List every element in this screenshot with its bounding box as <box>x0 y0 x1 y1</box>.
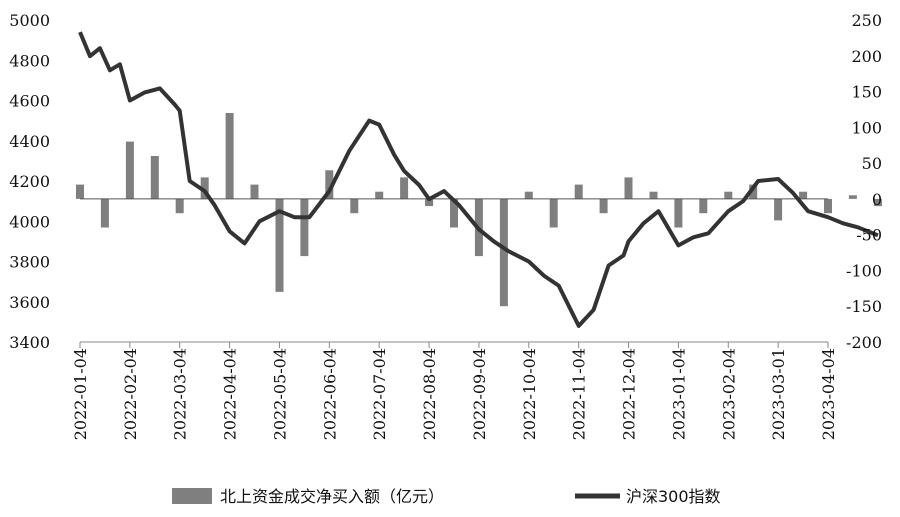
legend: 北上资金成交净买入额（亿元） 沪深300指数 <box>172 487 721 506</box>
bar <box>225 113 234 199</box>
bar <box>425 198 434 207</box>
bar <box>150 156 159 199</box>
axes-layer: 5000 4800 4600 4400 4200 4000 3800 3600 3400 250 2… <box>9 11 882 440</box>
y-right-tick-label: 100 <box>851 118 882 137</box>
legend-line-label: 沪深300指数 <box>626 487 721 506</box>
bar <box>599 198 608 214</box>
bar <box>76 184 84 199</box>
bar <box>325 170 334 199</box>
x-tick-label: 2022-08-04 <box>420 348 439 440</box>
y-left-tick-label: 3800 <box>9 253 50 272</box>
y-right-tick-label: 150 <box>851 83 882 102</box>
bar <box>450 198 458 228</box>
bar <box>499 198 508 307</box>
legend-bar-swatch <box>172 488 212 504</box>
y-left-tick-label: 4200 <box>9 172 50 191</box>
bar <box>250 184 259 199</box>
y-right-tick-label: -50 <box>856 226 882 245</box>
bar <box>724 191 733 199</box>
x-tick-label: 2022-04-04 <box>221 348 240 440</box>
x-tick-label: 2022-05-04 <box>271 348 290 440</box>
y-right-tick-label: 200 <box>851 47 882 66</box>
bar <box>848 195 857 199</box>
x-tick-label: 2022-12-04 <box>620 348 639 440</box>
bar <box>125 141 134 199</box>
x-tick-label: 2023-04-04 <box>819 348 838 440</box>
x-tick-label: 2022-03-04 <box>171 348 190 440</box>
bar <box>375 191 384 199</box>
bar <box>350 198 359 214</box>
y-right-tick-label: -150 <box>846 297 882 316</box>
bars-layer <box>76 113 882 307</box>
x-tick-label: 2023-02-04 <box>719 348 738 440</box>
bar <box>749 184 758 199</box>
x-tick-label: 2022-02-04 <box>121 348 140 440</box>
bar <box>674 198 683 228</box>
x-tick-label: 2022-01-04 <box>71 348 90 440</box>
bar <box>574 184 583 199</box>
y-left-tick-label: 3400 <box>9 333 50 352</box>
bar <box>649 191 658 199</box>
bar <box>300 198 309 257</box>
y-left-tick-label: 3600 <box>9 293 50 312</box>
y-right-tick-label: 0 <box>872 190 882 209</box>
legend-bar-label: 北上资金成交净买入额（亿元） <box>220 487 444 506</box>
x-tick-label: 2022-09-04 <box>470 348 489 440</box>
bar <box>200 177 209 199</box>
bar <box>100 198 109 228</box>
y-right-tick-label: 50 <box>862 154 882 173</box>
y-right-tick-label: -100 <box>846 261 882 280</box>
bar <box>624 177 633 199</box>
bar <box>175 198 184 214</box>
series-line <box>78 31 879 328</box>
x-tick-label: 2022-07-04 <box>370 348 389 440</box>
y-left-tick-label: 4000 <box>9 212 50 231</box>
y-left-tick-label: 4800 <box>9 51 50 70</box>
y-right-tick-label: 250 <box>851 11 882 30</box>
y-right-tick-label: -200 <box>846 333 882 352</box>
x-tick-label: 2022-10-04 <box>520 348 539 440</box>
bar <box>774 198 783 221</box>
x-tick-label: 2022-06-04 <box>320 348 339 440</box>
x-tick-label: 2022-11-04 <box>570 348 589 440</box>
bar <box>275 198 284 292</box>
bar <box>699 198 708 214</box>
y-left-tick-label: 5000 <box>9 11 50 30</box>
x-tick-label: 2023-01-04 <box>669 348 688 440</box>
bar <box>799 191 808 199</box>
bar <box>824 198 832 214</box>
x-tick-label: 2023-03-01 <box>769 348 788 440</box>
bar <box>400 177 409 199</box>
bar <box>524 191 533 199</box>
bar <box>873 198 882 207</box>
line-layer <box>78 31 879 328</box>
bar <box>549 198 558 228</box>
y-left-tick-label: 4600 <box>9 92 50 111</box>
y-left-tick-label: 4400 <box>9 132 50 151</box>
